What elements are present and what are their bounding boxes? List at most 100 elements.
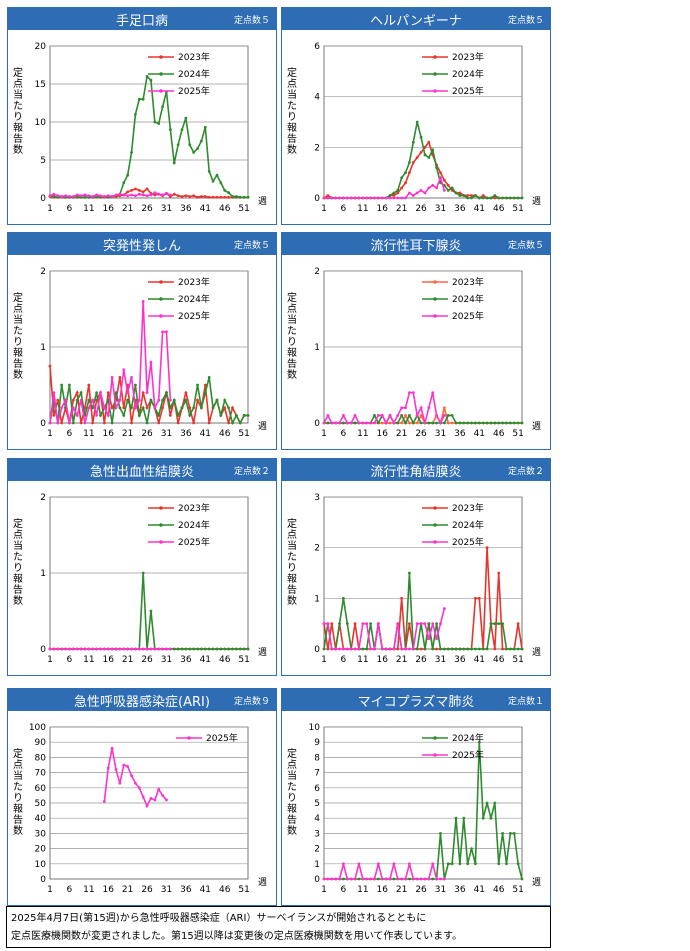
chart-panel-3: 突発性発しん 定点数５ 定点当たり報告数 0 1 2 1 6 11 16 21 26 31 36 41 46 5… (7, 232, 277, 450)
x-tick-label: 46 (493, 885, 505, 895)
data-point (238, 195, 242, 199)
data-point (446, 189, 450, 192)
data-point (106, 391, 110, 394)
data-point (91, 398, 95, 402)
data-point (411, 161, 415, 164)
data-point (141, 97, 145, 101)
data-point (326, 647, 330, 651)
data-point (520, 877, 524, 881)
data-point (52, 647, 56, 651)
legend-label: 2023年 (178, 502, 210, 514)
data-point (137, 786, 141, 790)
x-axis-unit: 週 (258, 196, 267, 207)
y-tick-label: 2 (40, 267, 46, 277)
data-point (396, 414, 400, 417)
data-point (172, 161, 176, 165)
y-tick-label: 3 (314, 829, 320, 839)
data-point (415, 156, 419, 159)
y-tick-label: 5 (40, 156, 46, 166)
data-point (91, 406, 95, 410)
data-point (497, 196, 501, 200)
data-point (122, 368, 126, 372)
x-tick-label: 26 (415, 655, 427, 665)
data-point (227, 195, 230, 199)
data-point (238, 647, 242, 651)
data-point (71, 406, 75, 410)
x-tick-label: 36 (180, 429, 192, 439)
data-point (450, 414, 454, 417)
legend-label: 2025年 (452, 749, 484, 761)
y-tick-label: 0 (40, 194, 46, 204)
data-point (392, 196, 396, 200)
x-tick-label: 1 (47, 655, 53, 665)
data-point (489, 816, 493, 820)
data-point (68, 647, 71, 651)
data-point (102, 195, 106, 198)
y-axis-label: 定点当たり報告数 (287, 749, 297, 837)
data-point (134, 781, 137, 785)
data-point (52, 414, 56, 417)
data-point (400, 406, 404, 410)
data-point (431, 622, 435, 626)
data-point (118, 406, 122, 410)
data-point (227, 421, 230, 425)
data-point (207, 376, 211, 379)
data-point (400, 877, 404, 881)
panel-title: 手足口病 (115, 14, 168, 29)
data-point (110, 746, 114, 750)
data-point (512, 421, 516, 425)
data-point (474, 596, 477, 600)
data-point (130, 151, 133, 154)
data-point (435, 622, 438, 626)
data-point (87, 398, 91, 402)
data-point (330, 647, 334, 651)
x-tick-label: 51 (512, 655, 523, 665)
data-point (196, 398, 199, 402)
data-point (334, 877, 338, 881)
legend-label: 2025年 (178, 85, 210, 97)
data-point (95, 193, 98, 197)
data-point (404, 171, 407, 175)
data-point (384, 196, 388, 200)
x-tick-label: 11 (83, 885, 94, 895)
panel-header: 流行性角結膜炎 定点数２ (282, 459, 550, 481)
data-point (130, 774, 133, 778)
data-point (419, 135, 423, 139)
data-point (419, 151, 423, 154)
data-point (388, 194, 392, 197)
data-point (357, 862, 361, 866)
x-tick-label: 6 (67, 655, 73, 665)
data-point (60, 421, 64, 425)
data-point (87, 383, 91, 387)
data-point (68, 383, 71, 387)
data-point (334, 421, 338, 425)
data-point (223, 195, 227, 199)
data-point (149, 360, 153, 364)
data-point (408, 647, 411, 651)
data-point (516, 196, 520, 200)
data-point (330, 196, 334, 200)
data-point (373, 647, 376, 651)
data-point (242, 195, 246, 199)
data-point (376, 622, 380, 626)
data-point (203, 383, 207, 387)
x-tick-label: 36 (180, 655, 192, 665)
data-point (211, 406, 215, 410)
y-tick-label: 10 (35, 860, 47, 870)
data-point (79, 421, 83, 425)
y-tick-label: 9 (314, 738, 320, 748)
x-tick-label: 51 (512, 885, 523, 895)
data-point (168, 647, 172, 651)
data-point (446, 862, 450, 866)
panel-header: 急性呼吸器感染症(ARI) 定点数９ (8, 689, 276, 711)
data-point (427, 186, 431, 190)
x-tick-label: 41 (474, 429, 485, 439)
data-point (427, 156, 431, 159)
x-tick-label: 46 (493, 655, 505, 665)
data-point (223, 406, 227, 410)
data-point (466, 194, 470, 197)
data-point (227, 191, 230, 195)
panel-sentinel-count: 定点数２ (233, 467, 270, 477)
data-point (130, 193, 133, 197)
data-point (353, 877, 357, 881)
